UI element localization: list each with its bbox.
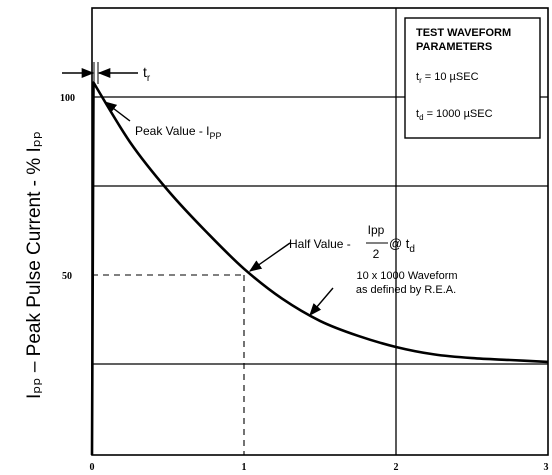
x-tick-1: 1	[242, 462, 247, 473]
half-value-numerator: Ipp	[368, 223, 385, 237]
half-value-prefix: Half Value -	[289, 237, 351, 251]
y-axis-label: Iₚₚ – Peak Pulse Current - % Iₚₚ	[24, 131, 45, 399]
params-td-line: td = 1000 µSEC	[416, 108, 493, 122]
x-tick-2: 2	[394, 462, 399, 473]
waveform-curve	[90, 81, 549, 456]
half-value-denominator: 2	[373, 247, 380, 261]
x-tick-3: 3	[544, 462, 549, 473]
tr-label: tr	[143, 64, 151, 84]
waveform-line-1: 10 x 1000 Waveform	[356, 270, 457, 282]
y-tick-50: 50	[62, 271, 72, 282]
parameters-box: TEST WAVEFORM PARAMETERS tr = 10 µSEC td…	[404, 17, 541, 139]
peak-value-label: Peak Value - IPP	[135, 124, 222, 141]
y-tick-100: 100	[60, 93, 75, 104]
params-title-1: TEST WAVEFORM	[416, 27, 511, 39]
params-title-2: PARAMETERS	[416, 41, 492, 53]
half-value-annotation: Half Value - Ipp 2 @ td	[248, 223, 415, 272]
waveform-annotation: 10 x 1000 Waveform as defined by R.E.A.	[309, 270, 458, 316]
peak-annotation: Peak Value - IPP	[103, 101, 222, 141]
half-value-at-td: @ td	[389, 236, 415, 255]
waveform-line-2: as defined by R.E.A.	[356, 284, 456, 296]
x-tick-0: 0	[90, 462, 95, 473]
params-tr-line: tr = 10 µSEC	[416, 71, 479, 85]
tr-annotation: tr	[62, 62, 151, 84]
